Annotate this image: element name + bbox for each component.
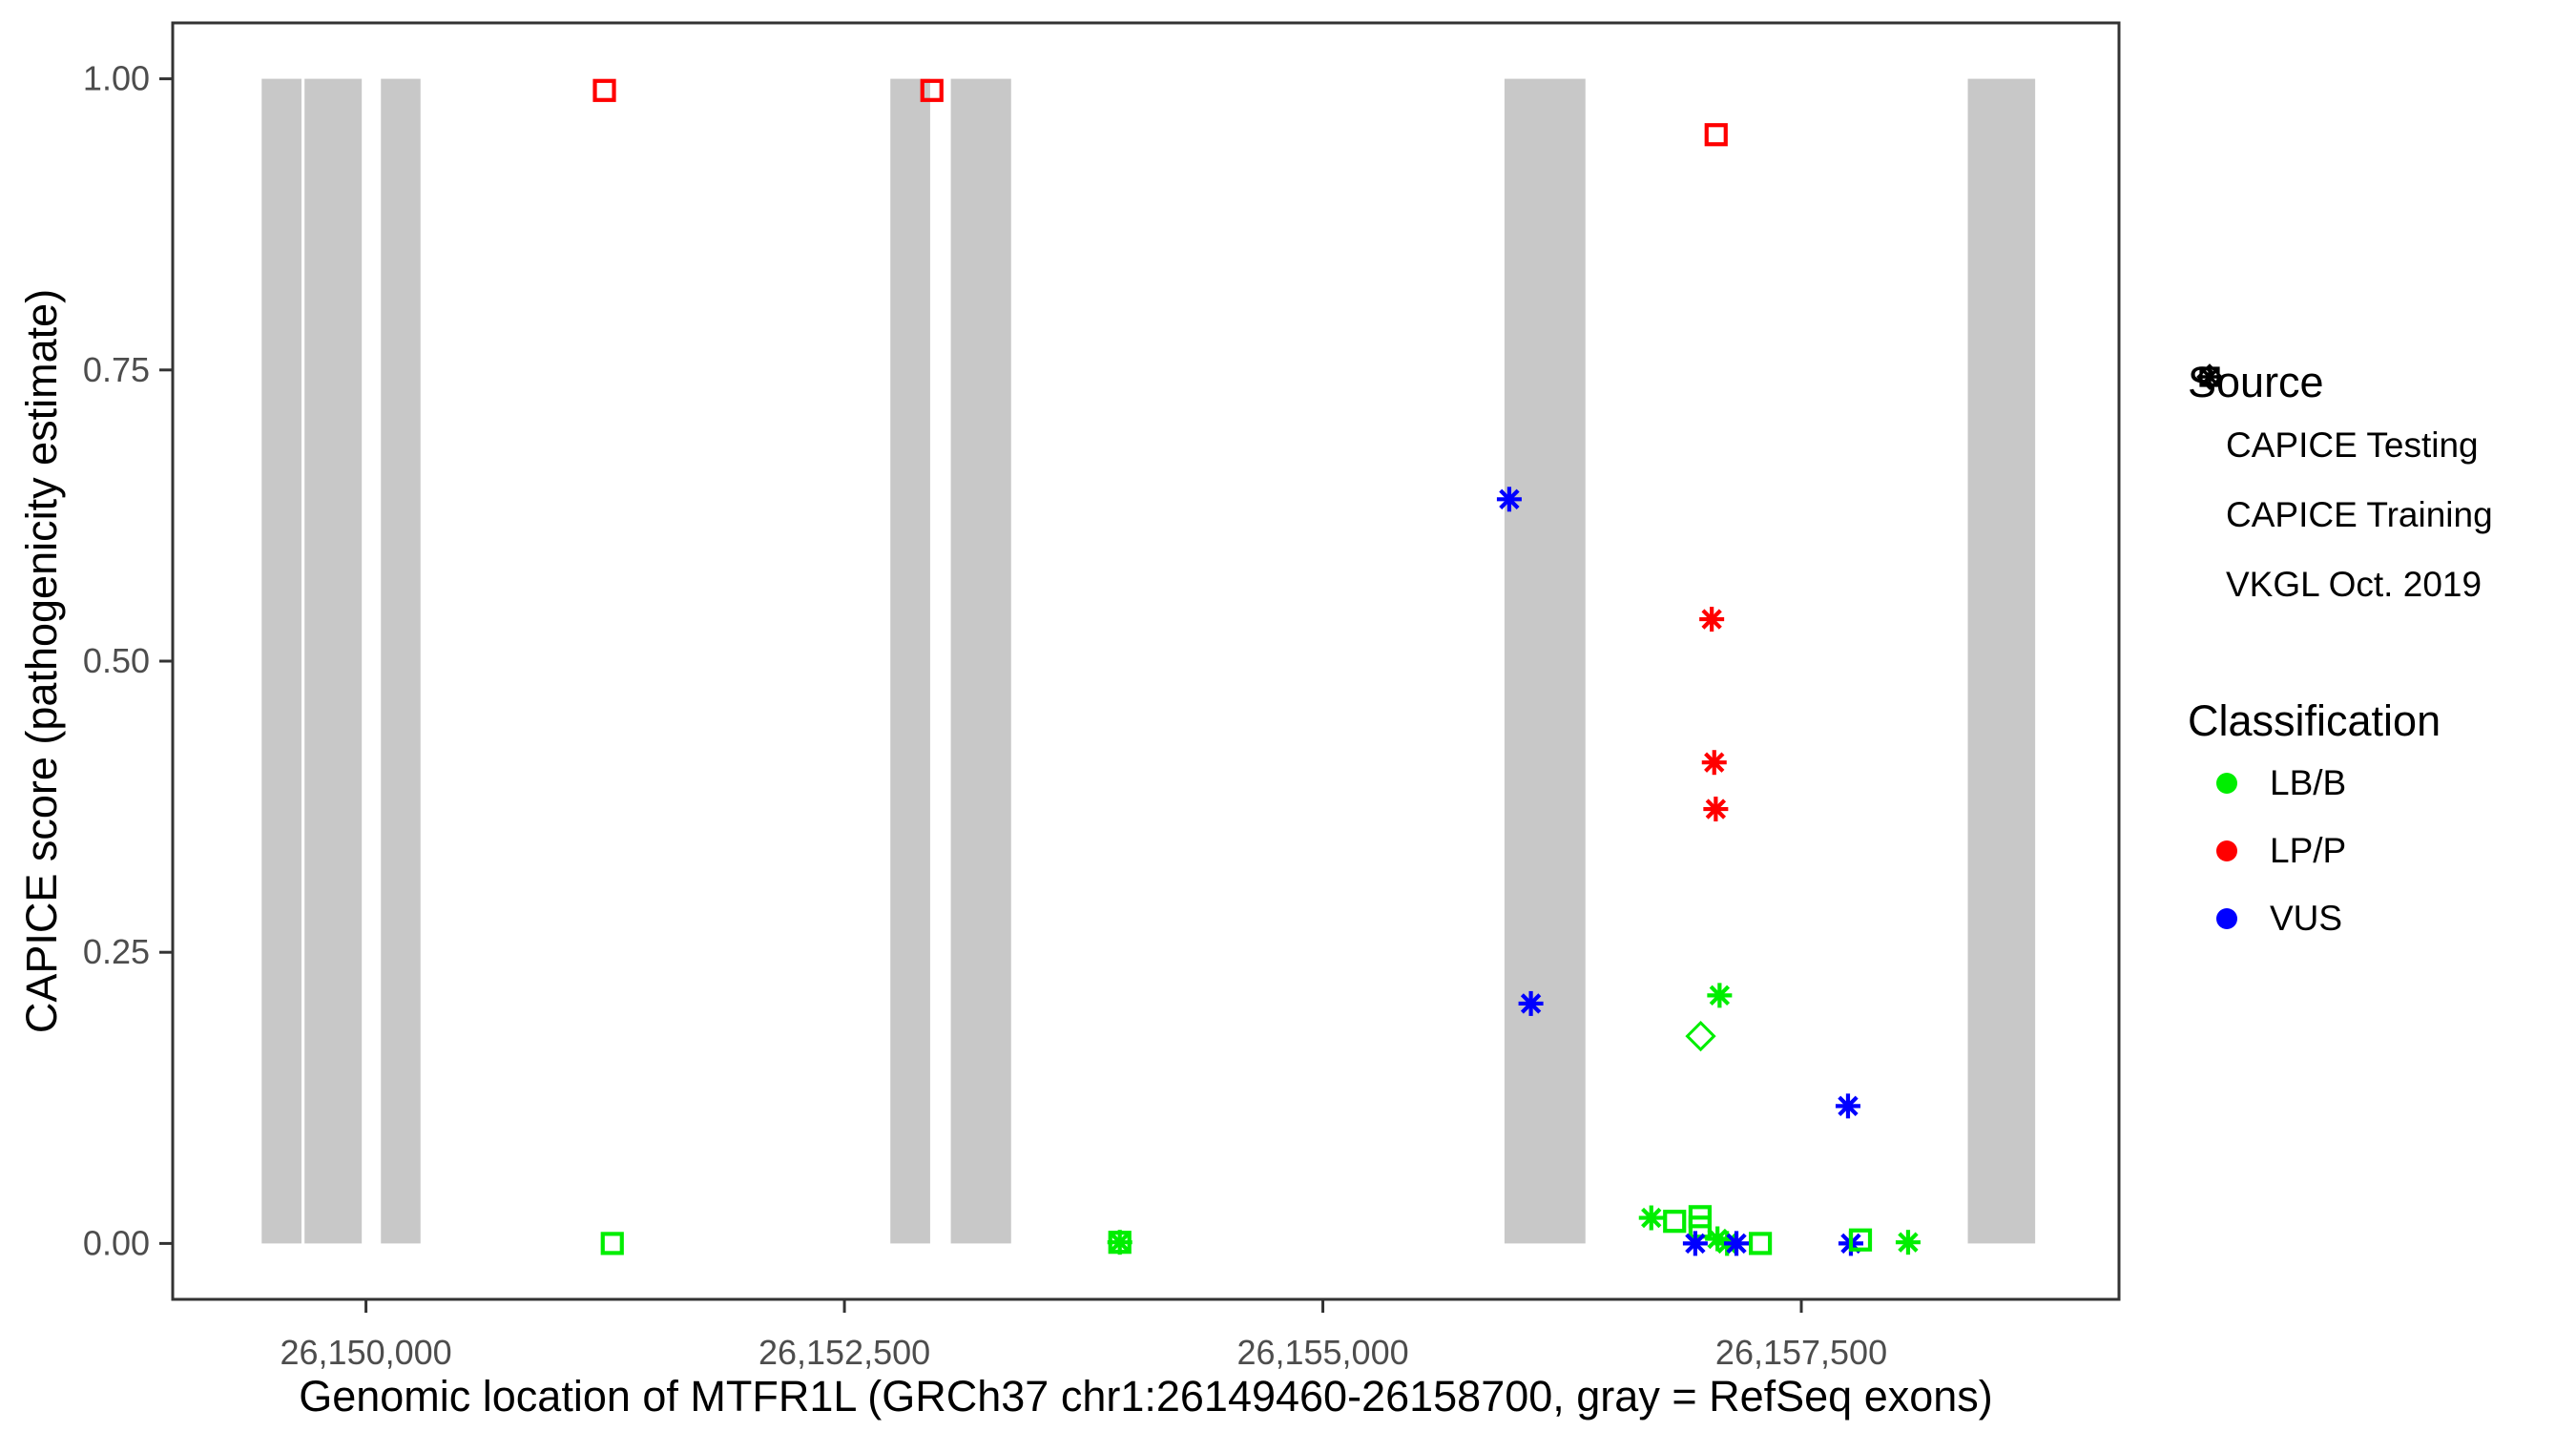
data-point-asterisk — [1682, 1231, 1708, 1256]
y-tick-label: 0.25 — [83, 932, 150, 971]
y-tick-label: 0.00 — [83, 1223, 150, 1262]
lbb-dot-icon — [2216, 772, 2237, 794]
data-point-asterisk — [1835, 1093, 1860, 1119]
exon-bar — [950, 78, 1011, 1244]
lpp-dot-icon — [2216, 840, 2237, 861]
x-tick-label: 26,157,500 — [1715, 1333, 1887, 1372]
x-axis-title: Genomic location of MTFR1L (GRCh37 chr1:… — [299, 1372, 1993, 1421]
x-tick-label: 26,155,000 — [1236, 1333, 1408, 1372]
legend-item-label: VUS — [2270, 898, 2343, 938]
data-point-asterisk — [1701, 750, 1727, 776]
legend-classification-title: Classification — [2188, 696, 2441, 745]
exon-bar — [261, 78, 301, 1244]
legend-item-label: CAPICE Training — [2226, 494, 2493, 534]
x-tick-label: 26,152,500 — [758, 1333, 930, 1372]
legend-item-lpp: LP/P — [2188, 817, 2441, 884]
data-point-asterisk — [1496, 487, 1522, 512]
y-axis-title: CAPICE score (pathogenicity estimate) — [17, 288, 66, 1034]
data-point-square — [1848, 1228, 1873, 1252]
y-tick-label: 0.75 — [83, 350, 150, 389]
data-point-asterisk — [1895, 1230, 1921, 1255]
data-point-asterisk — [1518, 990, 1544, 1016]
data-point-square — [1663, 1210, 1687, 1234]
data-point-asterisk — [1107, 1230, 1132, 1255]
legend-source-title: Source — [2188, 358, 2324, 406]
x-tick-label: 26,150,000 — [280, 1333, 452, 1372]
legend-source: Source CAPICE Testing CAPICE Training VK… — [2188, 355, 2493, 619]
exon-bar — [1967, 78, 2036, 1244]
data-point-asterisk — [1703, 797, 1729, 822]
data-point-asterisk — [1707, 983, 1733, 1008]
panel-border — [171, 21, 2121, 1301]
y-tick-label: 1.00 — [83, 59, 150, 98]
legend-item-label: CAPICE Testing — [2226, 425, 2479, 465]
exon-bar — [304, 78, 363, 1244]
exon-bar — [890, 78, 930, 1244]
legend-item-vkgl: VKGL Oct. 2019 — [2188, 365, 2493, 619]
data-point-asterisk — [1638, 1205, 1664, 1231]
legend-item-vus: VUS — [2188, 884, 2441, 952]
data-point-square — [1704, 123, 1728, 147]
legend-item-label: LB/B — [2270, 762, 2347, 802]
exon-bar — [1504, 78, 1586, 1244]
legend-item-lbb: LB/B — [2188, 749, 2441, 817]
data-point-asterisk — [1724, 1231, 1750, 1256]
legend-item-label: LP/P — [2270, 830, 2347, 870]
data-point-diamond — [1685, 1020, 1716, 1052]
exon-bar — [381, 78, 421, 1244]
data-point-square — [1748, 1232, 1773, 1255]
data-point-square — [592, 78, 616, 102]
legend-item-capice-testing: CAPICE Testing — [2188, 363, 2493, 480]
data-point-square — [920, 78, 944, 102]
legend-item-label: VKGL Oct. 2019 — [2226, 564, 2483, 604]
legend-classification: Classification LB/B LP/P VUS — [2188, 694, 2441, 952]
legend-item-capice-training: CAPICE Training — [2188, 366, 2493, 550]
vus-dot-icon — [2216, 907, 2237, 929]
data-point-square — [600, 1232, 624, 1255]
data-point-asterisk — [1699, 607, 1725, 633]
asterisk-icon — [2198, 365, 2221, 388]
y-tick-label: 0.50 — [83, 641, 150, 680]
